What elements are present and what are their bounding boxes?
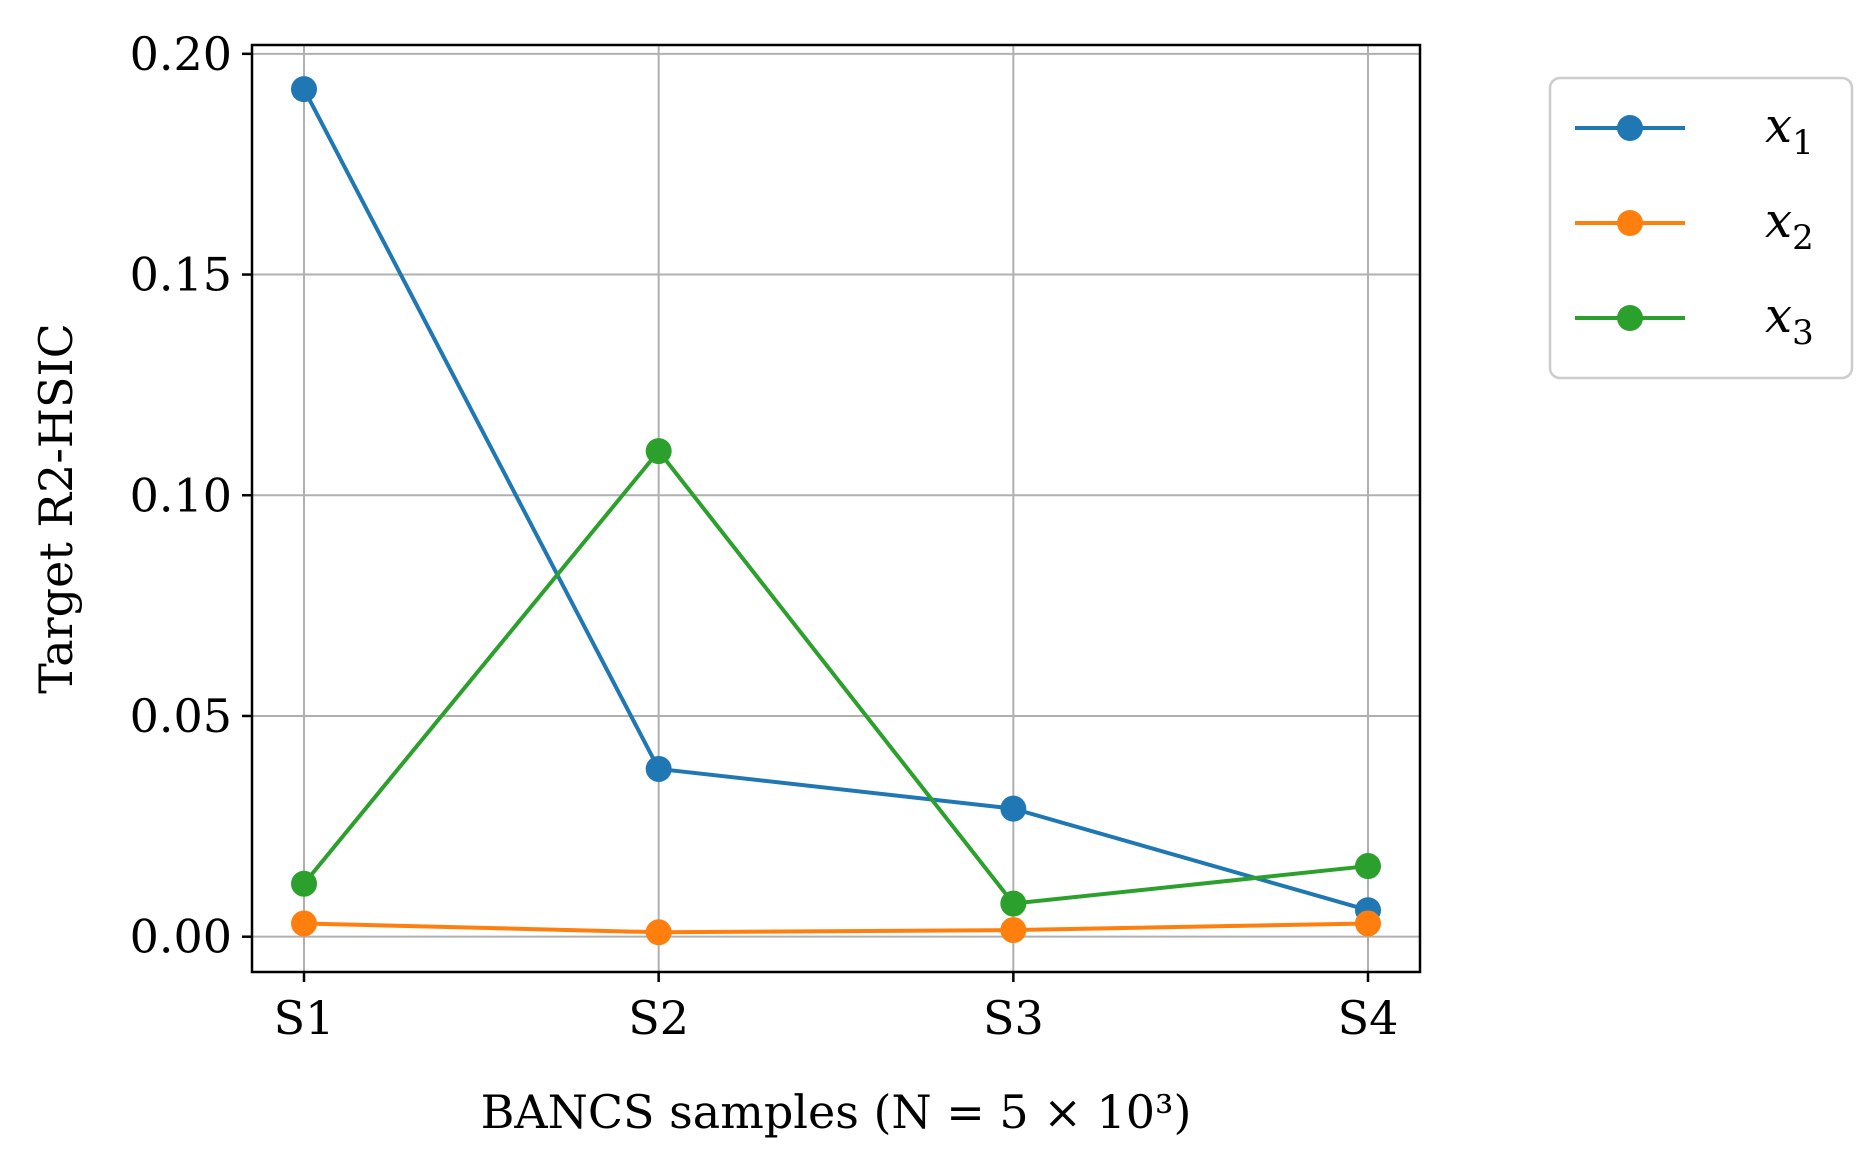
- y-axis-label: Target R2-HSIC: [29, 323, 83, 694]
- series-x1: [291, 76, 1381, 924]
- legend-label: x2: [1765, 193, 1814, 258]
- data-point: [645, 438, 672, 465]
- x-tick-label: S2: [628, 991, 689, 1045]
- x-axis-label: BANCS samples (N = 5 × 10³): [481, 1085, 1192, 1139]
- grid-lines: [252, 45, 1420, 972]
- data-point: [1000, 890, 1027, 917]
- legend-entry: x2: [1575, 193, 1814, 258]
- legend-marker: [1617, 210, 1643, 236]
- data-point: [1000, 917, 1027, 944]
- x-tick-label: S3: [983, 991, 1044, 1045]
- x-tick-label: S1: [274, 991, 335, 1045]
- data-point: [1355, 853, 1381, 880]
- legend: x1 x2 x3: [1548, 76, 1854, 380]
- data-point: [645, 919, 672, 946]
- series-layer: [291, 76, 1381, 946]
- y-tick-label: 0.20: [130, 27, 232, 81]
- legend-label: x3: [1765, 288, 1814, 353]
- y-tick-label: 0.10: [130, 468, 232, 522]
- data-point: [291, 910, 317, 937]
- data-point: [645, 755, 672, 782]
- axis-ticks: S1 S2 S3 S4 0.00 0.05 0.10 0.15 0.20: [130, 27, 1399, 1045]
- data-point: [1000, 795, 1027, 822]
- legend-entry: x3: [1575, 288, 1814, 353]
- y-tick-label: 0.15: [130, 248, 232, 302]
- y-tick-label: 0.00: [130, 910, 232, 964]
- data-point: [291, 870, 317, 897]
- y-tick-label: 0.05: [130, 689, 232, 743]
- data-point: [291, 76, 317, 103]
- legend-marker: [1617, 305, 1643, 331]
- plot-frame: [250, 43, 1422, 974]
- series-x2: [291, 910, 1381, 946]
- x-tick-label: S4: [1338, 991, 1399, 1045]
- data-point: [1355, 910, 1381, 937]
- legend-box: [1548, 76, 1854, 380]
- series-line: [302, 88, 1369, 913]
- legend-label: x1: [1765, 98, 1814, 163]
- legend-marker: [1617, 115, 1643, 141]
- series-x3: [291, 438, 1381, 917]
- legend-entry: x1: [1575, 98, 1814, 163]
- series-line: [303, 921, 1369, 935]
- series-line: [302, 449, 1369, 906]
